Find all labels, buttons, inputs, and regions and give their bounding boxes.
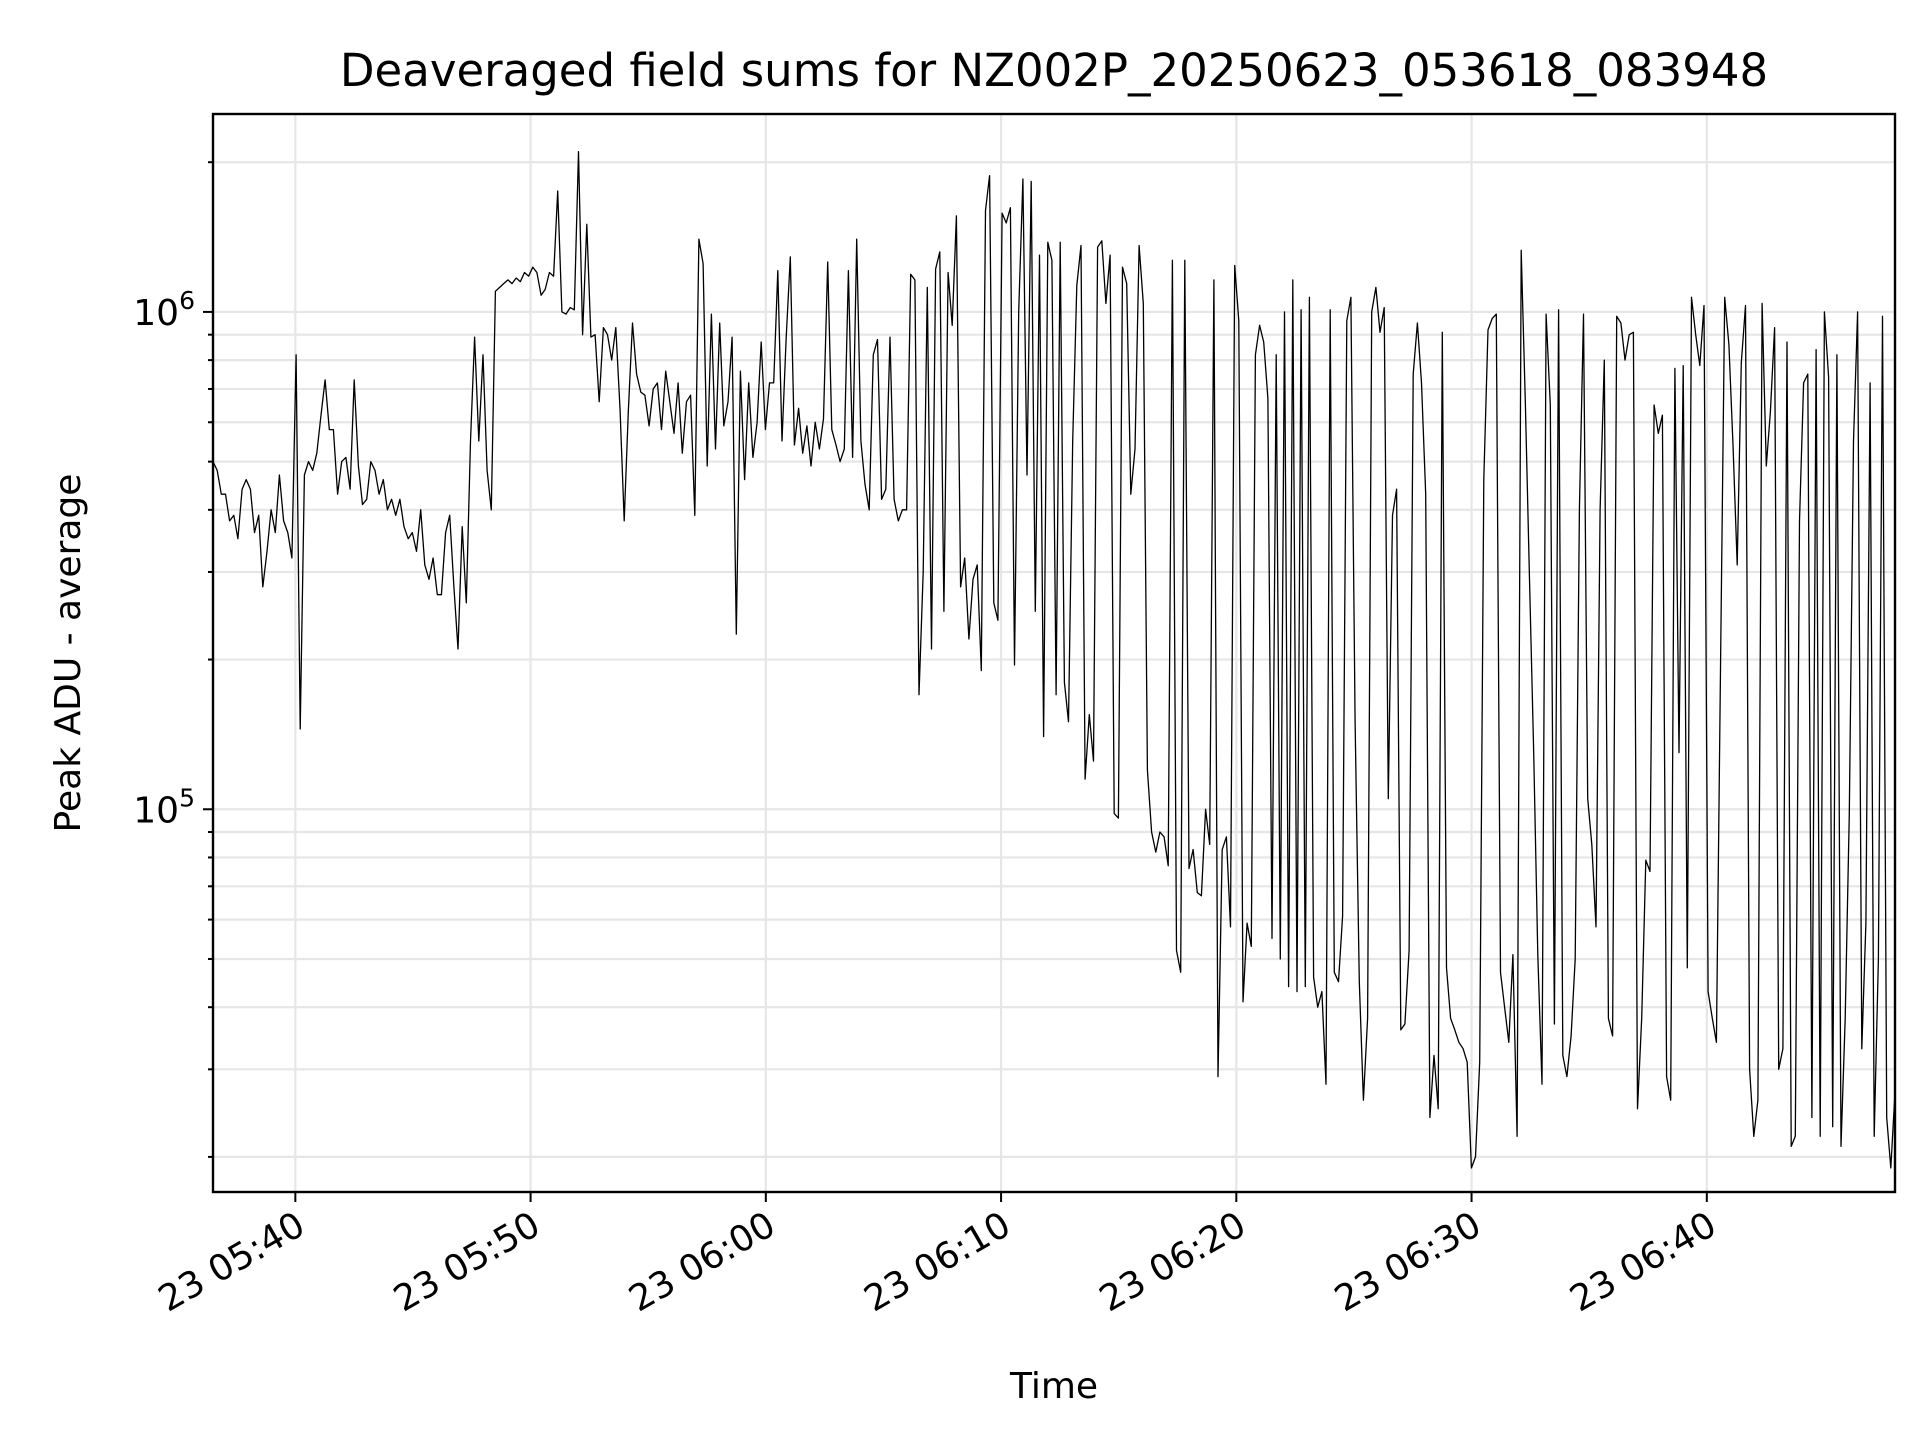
series-line bbox=[212, 151, 1896, 1169]
x-axis-label: Time bbox=[1009, 1366, 1098, 1407]
chart-title: Deaveraged field sums for NZ002P_2025062… bbox=[340, 44, 1768, 97]
series-layer bbox=[212, 151, 1896, 1169]
y-tick-label: 105 bbox=[133, 783, 195, 831]
y-tick-label: 106 bbox=[133, 286, 195, 334]
y-axis-ticks: 105 106 bbox=[133, 161, 213, 1158]
y-axis-label: Peak ADU - average bbox=[48, 474, 89, 833]
plot-frame bbox=[211, 112, 1897, 1194]
